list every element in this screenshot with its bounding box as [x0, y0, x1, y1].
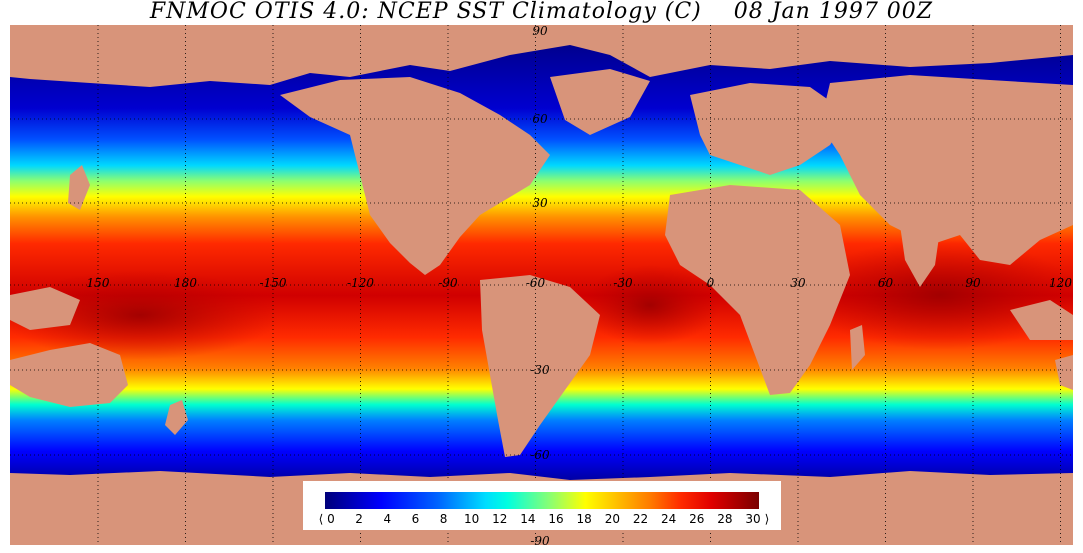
legend-tick-label: 24	[660, 512, 677, 526]
graticule	[10, 25, 1073, 545]
longitude-label: 0	[707, 276, 715, 290]
legend-tick-label: 16	[548, 512, 564, 526]
longitude-labels: 150 180 -150 -120 -90 -60 -30 0 30 60 90 120	[87, 276, 1073, 290]
legend-tick-label: 10	[464, 512, 480, 526]
legend-left-marker: ⟨	[318, 512, 324, 526]
map-title: FNMOC OTIS 4.0: NCEP SST Climatology (C)…	[149, 0, 934, 24]
latitude-label: -30	[530, 363, 550, 377]
sst-map: 150 180 -150 -120 -90 -60 -30 0 30 60 90 120 90 60 30…	[10, 25, 1073, 545]
south-america	[480, 275, 600, 457]
north-america	[280, 77, 550, 275]
india	[900, 225, 940, 287]
indian-warm-pool	[800, 240, 1073, 350]
latitude-label: 30	[532, 196, 548, 210]
legend-right-marker: ⟩	[764, 512, 770, 526]
longitude-label: 120	[1049, 276, 1072, 290]
new-zealand	[165, 400, 188, 435]
japan	[68, 165, 90, 210]
legend-tick-label: 20	[604, 512, 620, 526]
longitude-label: -150	[260, 276, 287, 290]
color-scale-bar	[325, 492, 759, 509]
asia	[820, 75, 1073, 265]
australia	[10, 343, 128, 407]
latitude-label: 60	[532, 112, 548, 126]
longitude-label: -60	[526, 276, 546, 290]
legend-tick-label: 18	[576, 512, 592, 526]
land-masses	[10, 25, 1073, 545]
indonesia	[10, 287, 80, 330]
color-legend: 0 2 4 6 8 10 12 14 16 18 20 22 24 26 28 30 ⟨ ⟩	[303, 481, 781, 530]
legend-tick-label: 22	[632, 512, 649, 526]
latitude-label: -90	[530, 534, 550, 545]
legend-tick-label: 8	[439, 512, 448, 526]
latitude-labels: 90 60 30 -30 -60 -90	[530, 25, 550, 545]
latitude-label: 90	[532, 25, 548, 38]
legend-tick-label: 30	[745, 512, 761, 526]
greenland	[550, 69, 650, 135]
longitude-label: -90	[438, 276, 458, 290]
indonesia-east	[1010, 300, 1073, 340]
longitude-label: 180	[174, 276, 197, 290]
latitude-label: -60	[530, 448, 550, 462]
legend-tick-label: 14	[520, 512, 536, 526]
longitude-label: -30	[613, 276, 633, 290]
legend-tick-label: 28	[717, 512, 733, 526]
europe	[690, 83, 850, 175]
longitude-label: 30	[790, 276, 806, 290]
longitude-label: 150	[87, 276, 110, 290]
australia-east	[1055, 355, 1073, 390]
legend-tick-label: 4	[383, 512, 392, 526]
legend-tick-label: 26	[689, 512, 705, 526]
legend-tick-label: 12	[492, 512, 508, 526]
longitude-label: -120	[347, 276, 374, 290]
legend-tick-label: 0	[327, 512, 335, 526]
madagascar	[850, 325, 865, 370]
legend-tick-label: 2	[355, 512, 363, 526]
arctic-land	[10, 25, 1073, 87]
longitude-label: 90	[965, 276, 981, 290]
longitude-label: 60	[878, 276, 894, 290]
pacific-warm-pool	[10, 270, 280, 360]
legend-tick-label: 6	[411, 512, 420, 526]
africa	[665, 185, 850, 395]
